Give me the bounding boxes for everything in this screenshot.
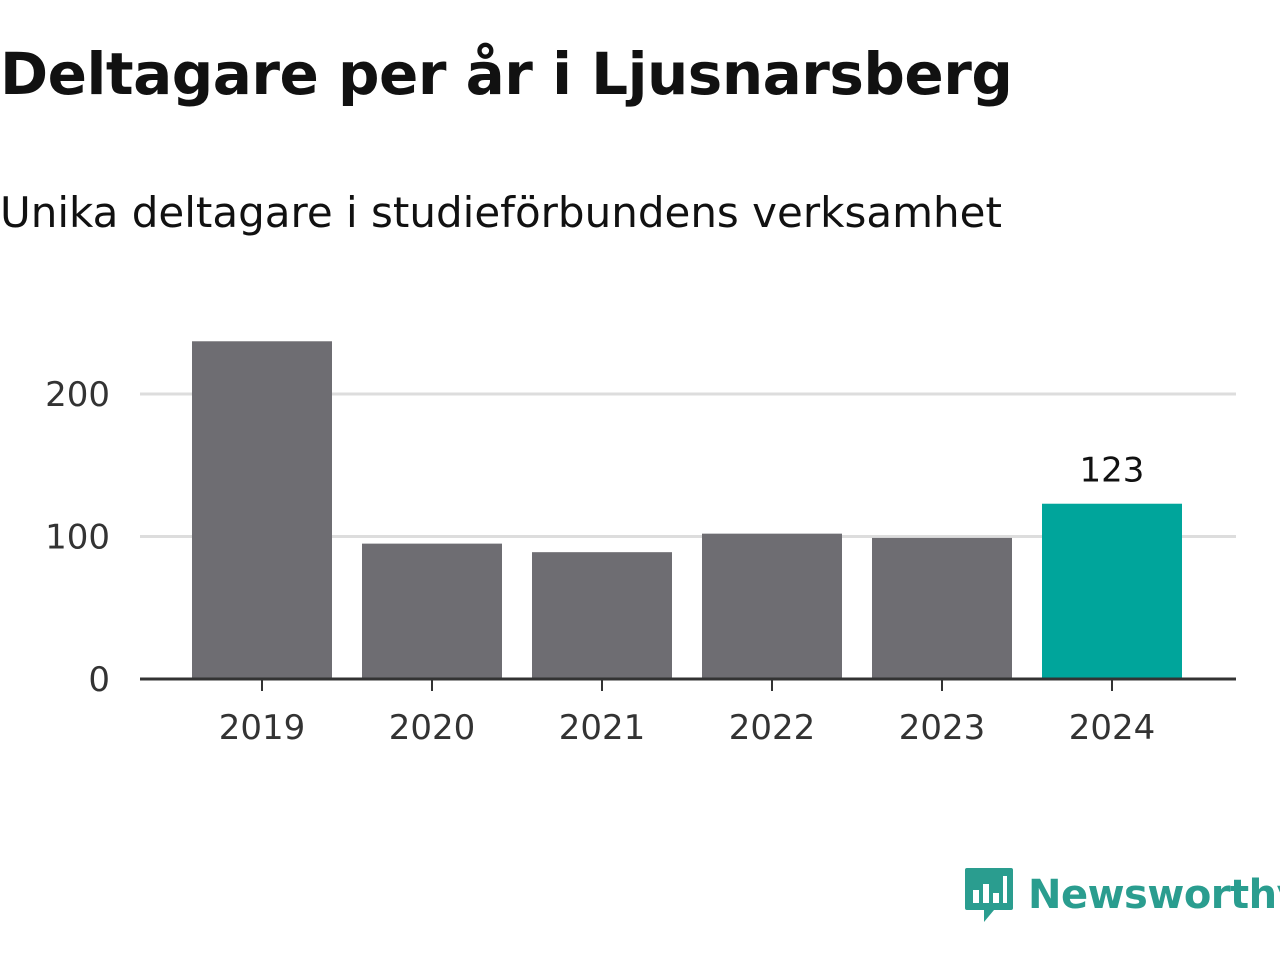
x-tick-label: 2024: [1069, 708, 1156, 748]
data-label: 123: [1080, 451, 1145, 491]
y-tick-label: 100: [45, 518, 110, 558]
bar-2023: [872, 537, 1012, 679]
y-tick-label: 0: [88, 660, 110, 700]
chart-subtitle: Unika deltagare i studieförbundens verks…: [0, 188, 1002, 237]
x-tick-label: 2020: [389, 708, 476, 748]
y-tick-label: 200: [45, 375, 110, 415]
x-tick-label: 2019: [219, 708, 306, 748]
bar-2020: [362, 543, 502, 679]
x-tick-label: 2021: [559, 708, 646, 748]
bar-2019: [192, 341, 332, 679]
x-tick-label: 2023: [899, 708, 986, 748]
bar-2021: [532, 552, 672, 679]
newsworthy-logo-icon: [965, 868, 1013, 922]
bar-2022: [702, 533, 842, 679]
x-tick-label: 2022: [729, 708, 816, 748]
brand-logo: Newsworthy: [964, 866, 1280, 924]
brand-name: Newsworthy: [1028, 872, 1280, 918]
bar-2024: [1042, 503, 1182, 679]
chart-title: Deltagare per år i Ljusnarsberg: [0, 40, 1013, 108]
